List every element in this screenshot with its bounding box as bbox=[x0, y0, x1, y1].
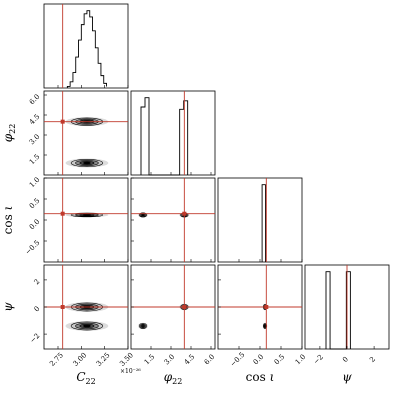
panel-frame bbox=[130, 177, 216, 263]
y-tick-label-psi: 0 bbox=[33, 305, 42, 314]
histogram-cosi bbox=[261, 184, 266, 262]
x-tick-label-C22: 3.25 bbox=[95, 351, 112, 368]
panel-C22-vs-psi bbox=[43, 264, 129, 350]
x-tick-label-psi: 0 bbox=[341, 355, 350, 364]
histogram-psi bbox=[325, 271, 351, 350]
x-tick-label-phi22: 4.5 bbox=[183, 353, 197, 367]
panel-frame bbox=[43, 177, 129, 263]
panel-C22-hist bbox=[43, 3, 129, 89]
truth-marker bbox=[60, 305, 65, 309]
x-axis-label-cosi: cos ι bbox=[246, 370, 275, 384]
x-axis-label-psi: ψ bbox=[342, 370, 352, 384]
y-tick-label-phi22: 6.0 bbox=[28, 93, 42, 107]
panel-C22-vs-cosi bbox=[43, 177, 129, 263]
x-tick-label-cosi: 0.5 bbox=[273, 353, 287, 367]
y-tick-label-phi22: 3.0 bbox=[28, 133, 42, 147]
panel-frame bbox=[43, 90, 129, 176]
y-tick-label-cosi: 0.5 bbox=[28, 197, 42, 211]
contour-level-4 bbox=[83, 161, 91, 165]
contour-level-4 bbox=[83, 214, 91, 216]
y-tick-label-phi22: 4.5 bbox=[28, 113, 42, 127]
panel-frame bbox=[43, 3, 129, 89]
x-tick-label-cosi: −0.5 bbox=[229, 351, 247, 369]
y-axis-label-psi: ψ bbox=[1, 302, 15, 312]
truth-marker bbox=[60, 211, 65, 216]
x-tick-label-cosi: 1.0 bbox=[294, 353, 308, 367]
panel-frame bbox=[217, 177, 303, 263]
y-axis-label-cosi: cos ι bbox=[1, 206, 15, 235]
contour-level-4 bbox=[264, 325, 266, 327]
y-axis-label-phi22: φ22 bbox=[1, 124, 17, 143]
truth-marker bbox=[60, 119, 65, 124]
panel-frame bbox=[130, 90, 216, 176]
panel-phi22-vs-psi bbox=[130, 264, 216, 350]
panel-phi22-vs-cosi bbox=[130, 177, 216, 263]
y-tick-label-cosi: −0.5 bbox=[24, 239, 42, 257]
x-tick-label-psi: −2 bbox=[312, 353, 325, 366]
y-tick-label-cosi: 1.0 bbox=[28, 176, 42, 190]
contour-level-4 bbox=[141, 214, 145, 216]
panel-C22-vs-phi22 bbox=[43, 90, 129, 176]
x-tick-label-C22: 3.00 bbox=[72, 351, 89, 368]
panel-psi-hist bbox=[304, 264, 390, 350]
y-tick-label-psi: −2 bbox=[28, 332, 41, 345]
x-tick-label-phi22: 6.0 bbox=[203, 353, 217, 367]
truth-marker bbox=[264, 305, 269, 309]
x-tick-label-C22: 2.75 bbox=[48, 351, 65, 368]
truth-marker bbox=[182, 305, 187, 309]
y-tick-label-cosi: 0.0 bbox=[28, 218, 42, 232]
y-tick-label-psi: 2 bbox=[33, 278, 42, 287]
x-tick-label-phi22: 3.0 bbox=[163, 353, 177, 367]
x-offset-label-C22: ×10⁻²⁶ bbox=[120, 368, 141, 375]
panel-cosi-hist bbox=[217, 177, 303, 263]
truth-marker bbox=[182, 211, 187, 216]
x-tick-label-phi22: 1.5 bbox=[143, 353, 157, 367]
x-axis-label-C22: C22 bbox=[76, 370, 95, 386]
x-axis-label-phi22: φ22 bbox=[164, 370, 183, 386]
x-tick-label-cosi: 0.0 bbox=[252, 353, 266, 367]
y-tick-label-phi22: 1.5 bbox=[28, 153, 42, 167]
x-tick-label-psi: 2 bbox=[368, 355, 377, 364]
panel-cosi-vs-psi bbox=[217, 264, 303, 350]
histogram-C22 bbox=[66, 10, 107, 88]
x-tick-label-C22: 3.50 bbox=[118, 351, 135, 368]
contour-level-4 bbox=[83, 324, 91, 328]
histogram-phi22 bbox=[140, 97, 189, 176]
panel-phi22-hist bbox=[130, 90, 216, 176]
contour-level-4 bbox=[141, 325, 145, 327]
